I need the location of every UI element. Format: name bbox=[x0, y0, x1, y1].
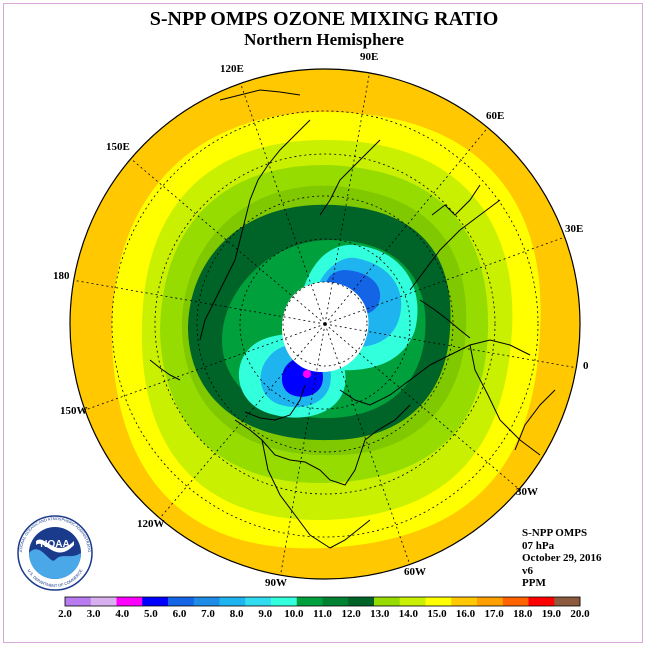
lon-label-120w: 120W bbox=[137, 518, 165, 530]
colorbar-label: 5.0 bbox=[143, 608, 158, 620]
colorbar-swatch bbox=[142, 597, 169, 606]
colorbar-swatch bbox=[399, 597, 426, 606]
lon-label-150w: 150W bbox=[60, 405, 88, 417]
colorbar-swatch bbox=[65, 597, 92, 606]
colorbar-swatch bbox=[193, 597, 220, 606]
info-date: October 29, 2016 bbox=[522, 552, 602, 564]
map-title: S-NPP OMPS OZONE MIXING RATIO bbox=[149, 8, 499, 30]
colorbar-swatch bbox=[425, 597, 452, 606]
lon-label-30e: 30E bbox=[565, 223, 584, 235]
colorbar-label: 13.0 bbox=[370, 608, 390, 620]
ozone-field bbox=[70, 69, 580, 579]
lon-label-90w: 90W bbox=[265, 577, 287, 589]
colorbar-label: 17.0 bbox=[484, 608, 504, 620]
colorbar-label: 19.0 bbox=[541, 608, 561, 620]
lon-label-180: 180 bbox=[53, 270, 70, 282]
lon-label-0: 0 bbox=[583, 360, 589, 372]
colorbar-swatch bbox=[168, 597, 195, 606]
colorbar-label: 16.0 bbox=[455, 608, 476, 620]
band-4-5 bbox=[303, 370, 311, 378]
info-units: PPM bbox=[522, 577, 546, 589]
colorbar-swatch bbox=[90, 597, 117, 606]
colorbar-label: 2.0 bbox=[58, 608, 72, 620]
info-block: S-NPP OMPS 07 hPa October 29, 2016 v6 PP… bbox=[522, 527, 602, 590]
colorbar-swatch bbox=[528, 597, 555, 606]
info-level: 07 hPa bbox=[522, 539, 555, 552]
lon-label-30w: 30W bbox=[516, 486, 538, 498]
info-instrument: S-NPP OMPS bbox=[522, 527, 588, 539]
lon-label-60w: 60W bbox=[404, 566, 426, 578]
colorbar-label: 15.0 bbox=[427, 608, 447, 620]
info-version: v6 bbox=[522, 564, 533, 577]
colorbar-swatch bbox=[477, 597, 504, 606]
colorbar-label: 18.0 bbox=[513, 608, 533, 620]
colorbar-label: 10.0 bbox=[284, 608, 304, 620]
colorbar-border bbox=[64, 596, 581, 607]
colorbar-swatch bbox=[554, 597, 581, 606]
map-boundary bbox=[69, 68, 581, 580]
lon-label-90e: 90E bbox=[360, 51, 379, 63]
colorbar-swatch bbox=[502, 597, 529, 606]
polar-night-mask bbox=[282, 282, 369, 372]
lon-label-120e: 120E bbox=[220, 63, 244, 75]
lon-label-60e: 60E bbox=[486, 110, 505, 122]
colorbar-swatch bbox=[322, 597, 349, 606]
colorbar-label: 3.0 bbox=[86, 608, 101, 620]
colorbar-label: 11.0 bbox=[313, 608, 332, 620]
colorbar-label: 4.0 bbox=[115, 608, 130, 620]
colorbar-label: 9.0 bbox=[258, 608, 273, 620]
colorbar-swatch bbox=[245, 597, 272, 606]
colorbar-swatch bbox=[451, 597, 478, 606]
colorbar-label: 20.0 bbox=[570, 608, 590, 620]
colorbar-swatch bbox=[374, 597, 401, 606]
map-subtitle: Northern Hemisphere bbox=[244, 30, 404, 49]
colorbar-label: 8.0 bbox=[229, 608, 244, 620]
colorbar-swatch bbox=[271, 597, 298, 606]
noaa-logo-text: NOAA bbox=[40, 539, 69, 550]
image-frame bbox=[3, 3, 643, 643]
lon-label-150e: 150E bbox=[106, 141, 130, 153]
colorbar-label: 12.0 bbox=[341, 608, 361, 620]
colorbar-swatch bbox=[348, 597, 375, 606]
colorbar-label: 6.0 bbox=[172, 608, 187, 620]
graticule bbox=[71, 69, 579, 579]
colorbar-swatch bbox=[219, 597, 246, 606]
colorbar-label: 7.0 bbox=[201, 608, 215, 620]
colorbar-label: 14.0 bbox=[398, 608, 418, 620]
coastlines bbox=[149, 89, 556, 549]
colorbar-swatch bbox=[116, 597, 143, 606]
colorbar-swatch bbox=[296, 597, 323, 606]
